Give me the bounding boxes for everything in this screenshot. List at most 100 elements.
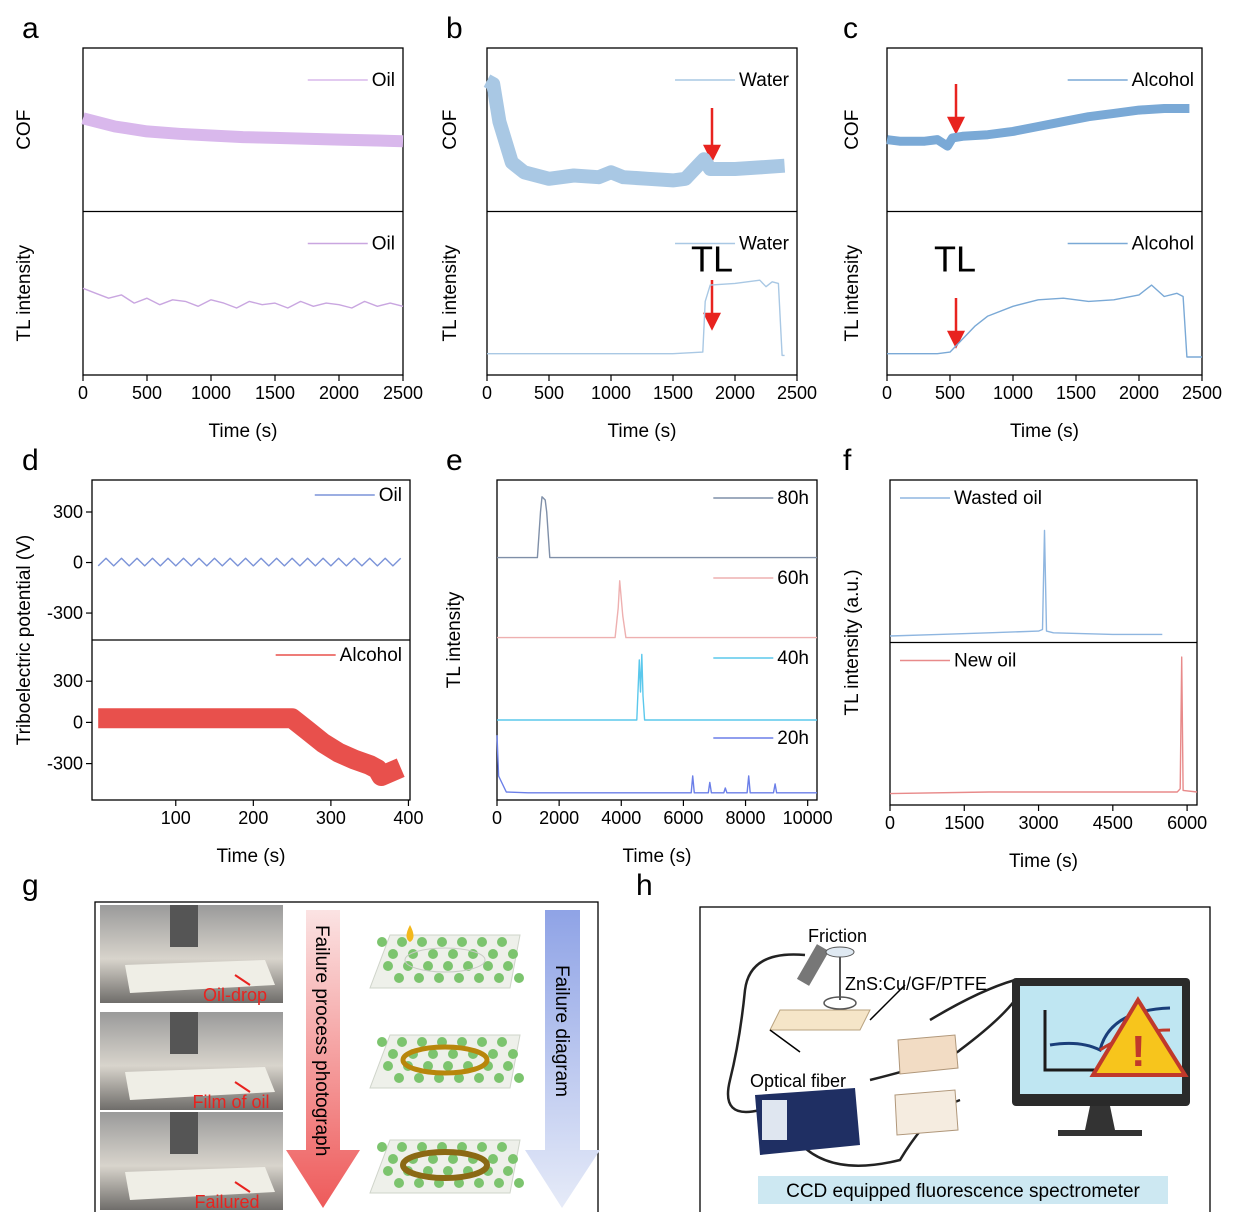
particle (383, 1061, 393, 1071)
particle (448, 1049, 458, 1059)
annotation: TL (691, 239, 733, 280)
particle (474, 1073, 484, 1083)
photo-pointer (234, 1081, 251, 1093)
series-line (889, 529, 1163, 637)
legend-label: 80h (777, 488, 809, 509)
photo-pointer (234, 974, 251, 986)
x-axis-label: Time (s) (1009, 851, 1078, 872)
panel-letter: f (843, 444, 852, 477)
particle (388, 1049, 398, 1059)
photo-pointer (234, 1181, 251, 1193)
label: Optical fiber (750, 1071, 846, 1091)
legend-label: 60h (777, 568, 809, 589)
x-axis-label: Time (s) (608, 421, 677, 442)
particle (477, 1142, 487, 1152)
panel-letter: h (636, 869, 653, 902)
x-tick-label: 4000 (601, 808, 641, 828)
y-tick-label: 0 (73, 712, 83, 732)
legend-label: 40h (777, 648, 809, 669)
particle (428, 1049, 438, 1059)
y-axis-label: TL intensity (842, 245, 863, 342)
y-axis-label: TL intensity (a.u.) (842, 569, 863, 715)
x-tick-label: 10000 (783, 808, 833, 828)
series-line (81, 112, 404, 148)
panel-letter: d (22, 444, 39, 477)
y-axis-label: COF (440, 110, 461, 150)
x-tick-label: 0 (492, 808, 502, 828)
particle (388, 1154, 398, 1164)
particle (377, 1037, 387, 1047)
x-tick-label: 2500 (777, 383, 817, 403)
particle (423, 1061, 433, 1071)
particle (443, 961, 453, 971)
x-tick-label: 1000 (591, 383, 631, 403)
particle (477, 937, 487, 947)
legend-label: Alcohol (340, 645, 402, 666)
particle (497, 1037, 507, 1047)
y-tick-label: 300 (53, 502, 83, 522)
legend-label: 20h (777, 728, 809, 749)
y-tick-label: 0 (73, 553, 83, 573)
photo-rod (170, 1112, 198, 1154)
x-tick-label: 500 (935, 383, 965, 403)
series-line (497, 653, 817, 721)
series-line (889, 656, 1198, 795)
x-tick-label: 2000 (715, 383, 755, 403)
x-tick-label: 1500 (1056, 383, 1096, 403)
particle (397, 937, 407, 947)
decoration (702, 312, 722, 331)
particle (403, 961, 413, 971)
legend-label: Alcohol (1132, 70, 1194, 91)
decoration (1085, 1106, 1115, 1130)
decoration (946, 330, 966, 349)
particle (514, 1073, 524, 1083)
red-arrows (702, 84, 966, 349)
particle (463, 961, 473, 971)
particle (394, 1073, 404, 1083)
decoration (702, 144, 722, 163)
particle (434, 973, 444, 983)
decoration: Oil-drop Film of oil Failured (100, 905, 283, 1212)
particle (457, 1142, 467, 1152)
legend-label: Water (739, 234, 790, 255)
warning-icon: ! (1131, 1027, 1146, 1076)
decoration (94, 901, 599, 1217)
decoration (1058, 1130, 1142, 1136)
decoration (525, 910, 600, 1208)
particle (437, 1037, 447, 1047)
particle (397, 1037, 407, 1047)
decoration (796, 944, 830, 986)
particle (414, 1178, 424, 1188)
decoration (946, 116, 966, 135)
particle (414, 1073, 424, 1083)
particle (474, 973, 484, 983)
y-axis-label: COF (14, 110, 35, 150)
panel-letter: b (446, 12, 463, 45)
particle (443, 1061, 453, 1071)
particle (503, 1166, 513, 1176)
series-line (98, 708, 405, 786)
x-tick-label: 2500 (1182, 383, 1222, 403)
series-line (886, 104, 1190, 151)
photo-label: Film of oil (192, 1092, 269, 1112)
x-tick-label: 2500 (383, 383, 423, 403)
decoration (897, 1034, 959, 1075)
series-line (497, 580, 817, 639)
particle (497, 1142, 507, 1152)
x-tick-label: 2000 (539, 808, 579, 828)
y-tick-label: -300 (47, 754, 83, 774)
x-tick-label: 400 (393, 808, 423, 828)
x-tick-label: 200 (238, 808, 268, 828)
particle (457, 1037, 467, 1047)
particle (428, 1154, 438, 1164)
y-tick-label: -300 (47, 603, 83, 623)
decoration (769, 1029, 801, 1053)
decoration (726, 953, 806, 1114)
particle (494, 1178, 504, 1188)
series-line (496, 735, 817, 794)
decoration (894, 1089, 959, 1136)
x-tick-label: 0 (885, 813, 895, 833)
decoration (286, 910, 360, 1208)
particle (488, 1049, 498, 1059)
particle (377, 1142, 387, 1152)
